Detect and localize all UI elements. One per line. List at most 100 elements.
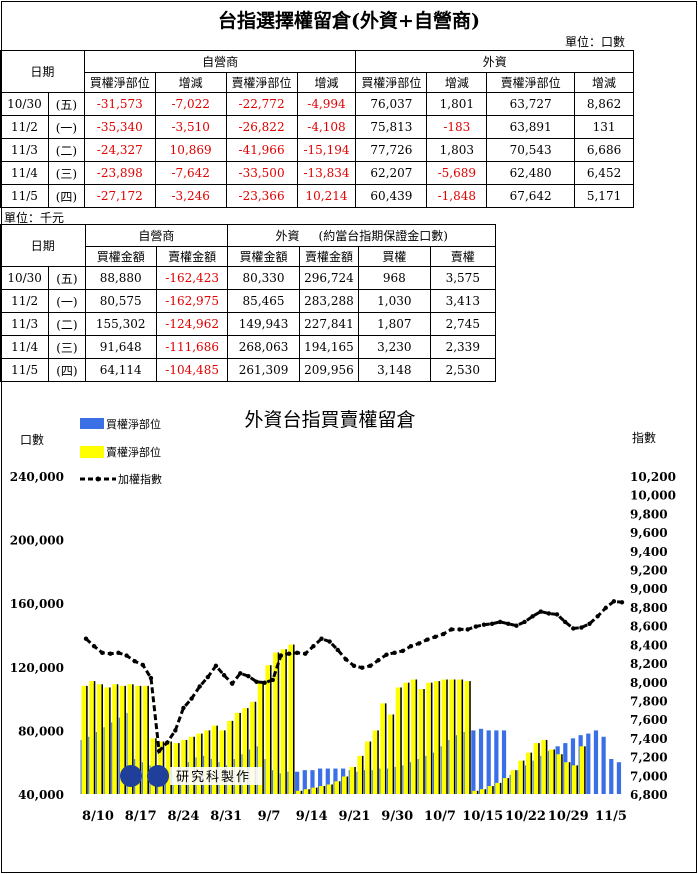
bar-put: [242, 708, 248, 794]
bar-call: [593, 730, 599, 794]
bar-put-shadow: [461, 679, 464, 794]
table-cell: 194,165: [298, 335, 360, 359]
row-weekday: (三): [47, 161, 85, 185]
bar-put-shadow: [93, 681, 96, 794]
bar-put: [150, 738, 156, 794]
table-cell: 91,648: [84, 335, 157, 359]
legend-swatch-call: [80, 418, 104, 429]
bar-call: [586, 733, 591, 794]
bar-put: [135, 685, 140, 794]
bar-put: [142, 685, 148, 794]
bar-put-shadow: [377, 730, 379, 794]
table-cell: 968: [358, 266, 431, 290]
table-cell: 88,880: [84, 266, 157, 290]
open-interest-table: 日期 自營商 外資 買權淨部位 增減 賣權淨部位 增減 買權淨部位 增減 賣權淨部位 增減 1…: [0, 50, 634, 208]
table-cell: -41,966: [225, 138, 298, 162]
index-point: [303, 651, 308, 656]
bar-put: [234, 712, 240, 794]
bar-put-shadow: [576, 765, 579, 794]
foreign-options-chart: 外資台指買賣權留倉 口數 指數 買權淨部位 賣權淨部位 加權指數 40,000 8…: [10, 409, 676, 824]
bar-put-shadow: [338, 781, 341, 794]
table-cell: -5,689: [426, 161, 488, 185]
table-row: 11/4 (三) 91,648 -111,686 268,063 194,165 3,230…: [0, 335, 497, 359]
index-point: [165, 740, 170, 745]
right-axis: 6,800 7,000 7,200 7,400 7,600 7,800 8,000 8,200…: [630, 470, 676, 802]
column-header: 買權淨部位: [83, 72, 156, 93]
bar-call: [295, 771, 300, 794]
bar-put: [96, 684, 102, 794]
watermark-bg: [170, 767, 262, 785]
bar-call: [609, 759, 614, 794]
table-row: 10/30 (五) -31,573 -7,022 -22,772 -4,994 76,037…: [0, 92, 634, 116]
table-cell: -15,194: [296, 138, 357, 162]
table-cell: 1,803: [426, 138, 488, 162]
date-header: 日期: [0, 224, 86, 267]
bar-put-shadow: [139, 685, 142, 794]
x-tick-label: 8/24: [168, 809, 200, 824]
index-point: [611, 599, 617, 604]
row-date: 10/30: [0, 92, 49, 116]
index-point: [140, 662, 146, 668]
left-axis-label: 口數: [20, 433, 44, 447]
table-cell: 62,480: [486, 161, 576, 185]
bar-put-shadow: [224, 730, 226, 794]
x-tick-label: 9/30: [381, 809, 413, 824]
right-tick-label: 8,400: [630, 638, 668, 652]
right-tick-label: 7,600: [630, 713, 668, 727]
group-header-foreign: 外資 (約當台指期保證金口數): [227, 224, 496, 247]
row-weekday: (一): [48, 289, 86, 313]
bar-put: [89, 681, 94, 794]
bar-put-shadow: [247, 708, 249, 794]
table-cell: -22,772: [225, 92, 298, 116]
table-cell: -26,822: [225, 115, 298, 139]
x-tick-label: 10/7: [424, 809, 456, 824]
table-cell: -4,108: [296, 115, 357, 139]
x-axis: 8/10 8/17 8/24 8/31 9/7 9/14 9/21 9/30 10/7 10/15…: [82, 809, 627, 824]
index-point: [392, 650, 397, 655]
index-point: [343, 657, 349, 662]
bar-put-shadow: [438, 681, 441, 794]
bar-put: [119, 685, 125, 794]
bar-put-shadow: [584, 746, 586, 794]
bar-put: [357, 755, 362, 794]
index-point: [156, 748, 162, 754]
table-cell: -7,642: [154, 161, 227, 185]
table-cell: 149,943: [227, 312, 300, 336]
index-point: [270, 677, 275, 683]
index-point: [424, 637, 430, 642]
legend-swatch-put: [80, 446, 104, 458]
bar-put-shadow: [476, 790, 479, 794]
column-header: 增減: [426, 72, 488, 93]
row-weekday: (四): [47, 184, 85, 208]
row-date: 11/4: [0, 161, 49, 185]
column-header: 增減: [574, 72, 634, 93]
bar-put-shadow: [561, 754, 563, 794]
bar-put: [311, 787, 316, 794]
index-point: [497, 619, 503, 625]
table-cell: -23,366: [225, 184, 298, 208]
table-cell: 10,214: [296, 184, 357, 208]
bar-put-shadow: [430, 682, 433, 794]
right-axis-label: 指數: [632, 430, 656, 445]
table-cell: 80,575: [84, 289, 157, 313]
right-tick-label: 8,600: [630, 620, 668, 634]
chart-title: 外資台指買賣權留倉: [244, 409, 415, 431]
table-row: 11/5 (四) -27,172 -3,246 -23,366 10,214 60,439-…: [0, 184, 634, 208]
right-tick-label: 9,600: [630, 526, 668, 540]
bar-put-shadow: [208, 730, 211, 794]
index-point: [514, 623, 519, 628]
row-weekday: (五): [47, 92, 85, 116]
column-header: 賣權: [429, 246, 497, 267]
table-cell: -3,510: [154, 115, 227, 139]
bar-put: [165, 741, 171, 794]
right-tick-label: 7,200: [630, 751, 668, 765]
right-tick-label: 9,800: [630, 507, 668, 521]
bar-put-shadow: [185, 739, 188, 794]
bar-put-shadow: [484, 789, 487, 794]
right-tick-label: 8,200: [630, 657, 668, 671]
index-point: [116, 650, 121, 655]
right-tick-label: 8,000: [630, 676, 668, 690]
bar-put: [548, 749, 554, 794]
bar-call: [494, 730, 499, 794]
